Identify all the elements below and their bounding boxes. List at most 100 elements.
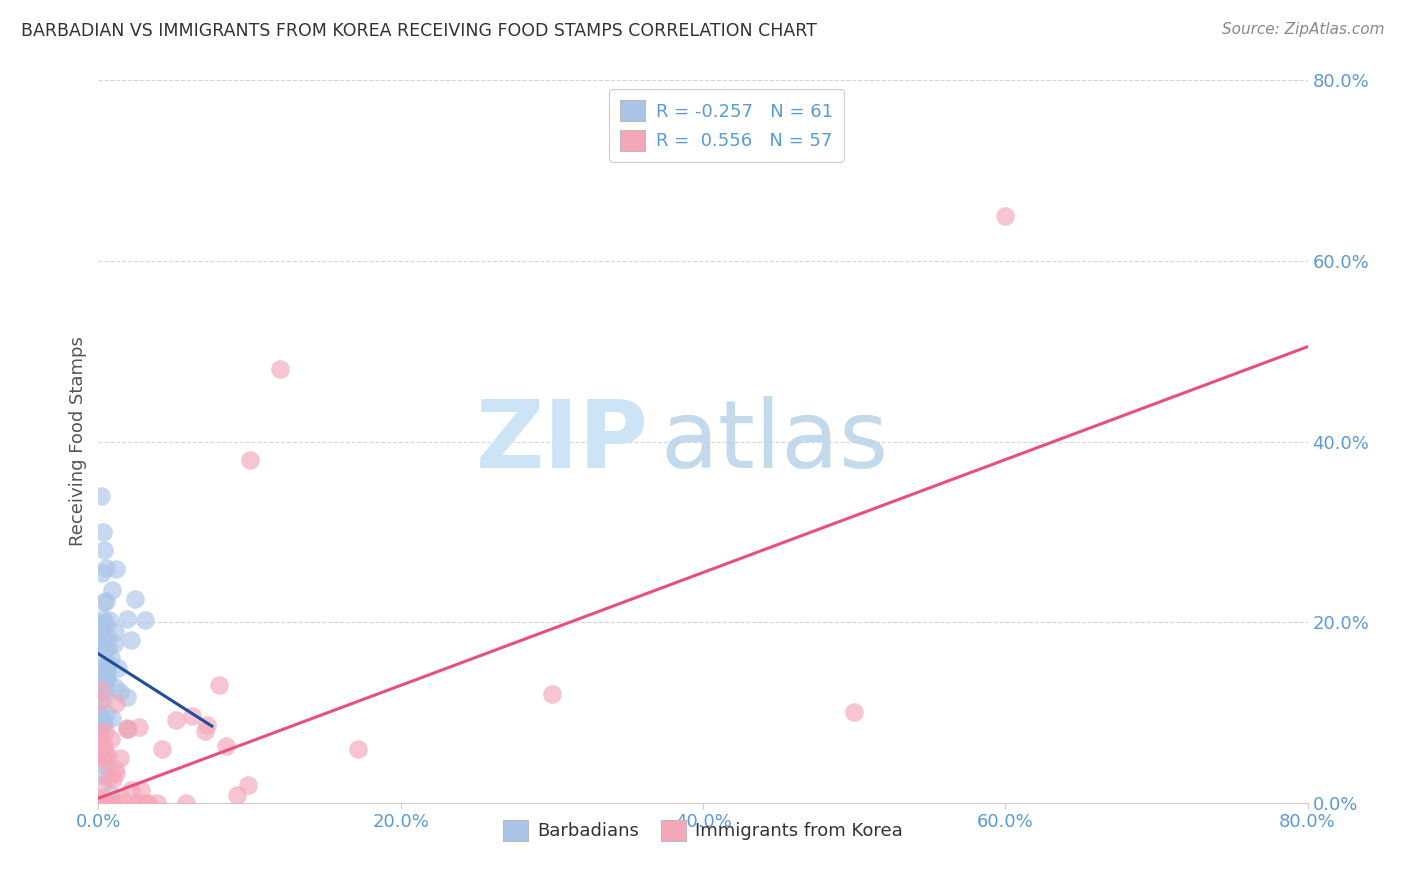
Point [346,742,368,756]
Point [93,595,115,609]
Point [90,714,112,729]
Point [120,632,142,647]
Point [104,680,127,694]
Point [98,796,121,810]
Point [90,661,112,675]
Point [94,745,117,759]
Point [87,686,110,700]
Point [91,749,114,764]
Point [146,796,169,810]
Point [127,796,149,810]
Point [90,685,112,699]
Text: Source: ZipAtlas.com: Source: ZipAtlas.com [1222,22,1385,37]
Point [150,742,173,756]
Point [107,661,129,675]
Point [96,665,118,679]
Point [269,362,291,376]
Point [94,796,117,810]
Text: atlas: atlas [661,395,889,488]
Point [101,796,124,810]
Point [994,209,1017,223]
Point [174,796,197,810]
Point [117,722,139,736]
Point [166,714,188,728]
Point [215,739,238,753]
Point [90,624,112,639]
Point [89,796,111,810]
Point [93,683,115,698]
Point [101,772,124,787]
Point [89,796,111,810]
Point [94,594,117,608]
Point [104,696,127,710]
Point [208,678,231,692]
Point [124,592,146,607]
Point [96,641,118,656]
Point [97,657,120,672]
Point [94,657,117,672]
Point [96,629,118,643]
Point [107,796,129,810]
Point [97,640,120,654]
Point [90,779,112,793]
Point [136,796,159,810]
Point [93,796,115,810]
Point [103,637,125,651]
Point [129,782,152,797]
Point [134,614,156,628]
Point [87,673,110,687]
Point [104,762,127,776]
Point [87,791,110,805]
Point [90,716,112,731]
Point [101,711,124,725]
Point [98,770,121,784]
Point [117,690,139,704]
Point [91,612,114,626]
Point [89,685,111,699]
Point [93,769,115,783]
Point [90,796,112,810]
Point [97,614,120,628]
Point [844,706,866,720]
Text: ZIP: ZIP [475,395,648,488]
Point [97,749,120,764]
Point [540,687,562,701]
Point [90,489,112,503]
Point [108,751,131,765]
Point [93,714,115,729]
Legend: Barbadians, Immigrants from Korea: Barbadians, Immigrants from Korea [496,813,910,848]
Point [91,691,114,706]
Point [90,631,112,645]
Point [91,718,114,732]
Point [90,629,112,643]
Point [89,705,111,719]
Point [236,778,259,792]
Point [89,708,111,723]
Point [93,542,115,557]
Point [93,753,115,767]
Point [96,671,118,685]
Point [90,675,112,690]
Point [94,561,117,575]
Point [89,646,111,660]
Point [98,787,121,801]
Point [115,721,138,735]
Point [89,796,111,810]
Point [194,723,217,738]
Point [101,583,124,598]
Point [120,782,142,797]
Point [87,615,110,630]
Point [90,665,112,680]
Point [93,738,115,752]
Point [117,612,139,626]
Point [239,452,262,467]
Point [128,720,150,734]
Point [197,718,219,732]
Point [104,625,127,640]
Point [104,766,127,780]
Point [181,708,204,723]
Point [91,524,114,539]
Point [127,796,149,810]
Point [89,617,111,632]
Point [90,748,112,763]
